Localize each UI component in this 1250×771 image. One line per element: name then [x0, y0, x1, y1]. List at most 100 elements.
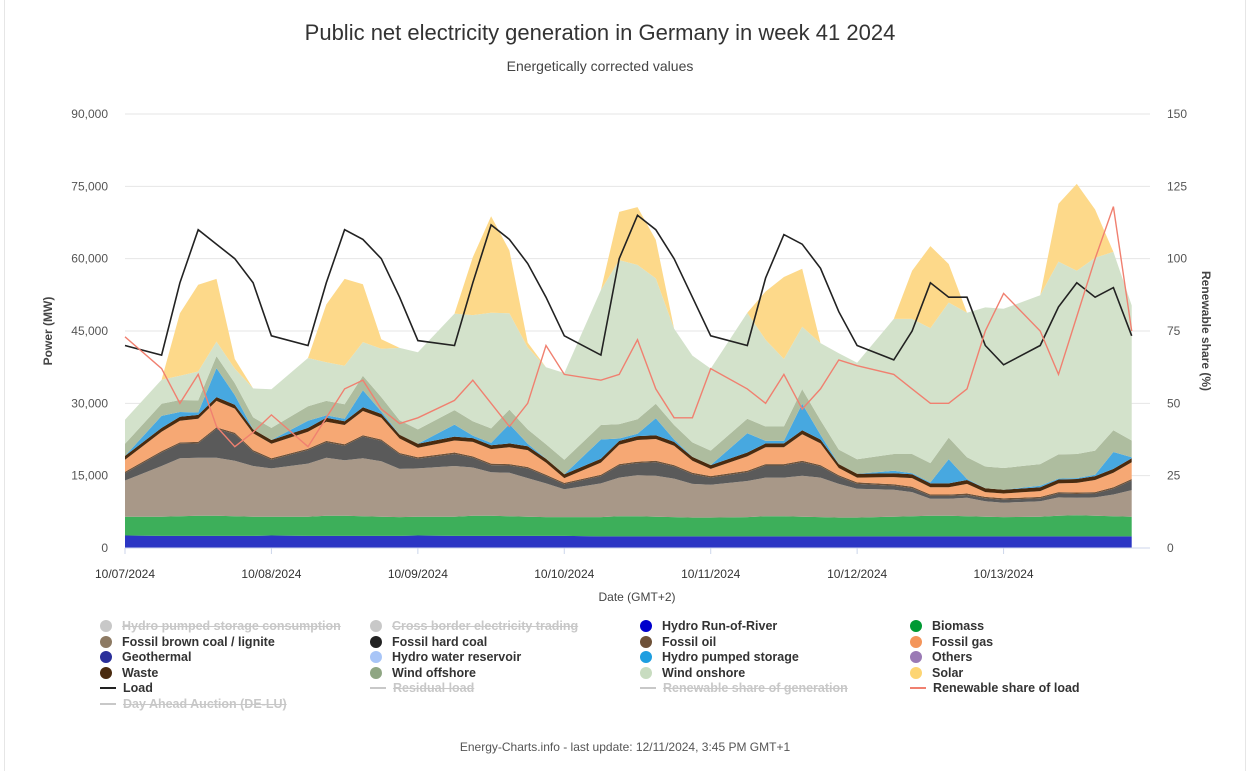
legend-label: Hydro pumped storage consumption [122, 619, 341, 633]
legend-marker-line [100, 687, 116, 689]
legend-label: Hydro Run-of-River [662, 619, 778, 633]
chart-title: Public net electricity generation in Ger… [304, 20, 896, 45]
legend-item-wind-offshore[interactable]: Wind offshore [370, 666, 476, 680]
area-fossil-hard-coal[interactable] [125, 428, 1132, 503]
legend-label: Geothermal [122, 650, 192, 664]
legend-item-hydro-pumped-storage-consumption[interactable]: Hydro pumped storage consumption [100, 619, 341, 633]
y2-axis-label: Renewable share (%) [1199, 271, 1213, 391]
legend-label: Fossil brown coal / lignite [122, 634, 275, 649]
legend-item-load[interactable]: Load [100, 681, 153, 695]
legend-label: Fossil gas [932, 634, 994, 649]
x-tick-label: 10/11/2024 [681, 567, 740, 581]
legend-item-hydro-run-of-river[interactable]: Hydro Run-of-River [640, 619, 777, 633]
legend-marker-line [640, 687, 656, 689]
legend-marker-dot [640, 620, 652, 632]
legend-label: Others [932, 650, 973, 664]
legend-marker-line [370, 687, 386, 689]
area-fossil-oil[interactable] [125, 427, 1132, 500]
area-wind-offshore[interactable] [125, 356, 1132, 490]
legend-item-fossil-gas[interactable]: Fossil gas [910, 635, 993, 649]
legend-marker-dot [910, 635, 922, 648]
area-fossil-gas[interactable] [125, 400, 1132, 499]
y-tick-label: 30,000 [71, 396, 108, 410]
legend-label: Cross border electricity trading [392, 619, 579, 633]
legend-item-others[interactable]: Others [910, 650, 972, 664]
legend-marker-dot [910, 666, 922, 679]
legend-item-cross-border-electricity-trading[interactable]: Cross border electricity trading [370, 619, 578, 633]
x-tick-label: 10/13/2024 [974, 567, 1034, 581]
y2-tick-label: 150 [1167, 107, 1187, 121]
legend-label: Renewable share of generation [663, 681, 848, 695]
legend-marker-dot [910, 651, 922, 663]
chart-subtitle: Energetically corrected values [506, 58, 694, 74]
y2-tick-label: 0 [1167, 541, 1174, 555]
legend-label: Wind offshore [392, 665, 476, 680]
legend-label: Fossil oil [662, 634, 717, 649]
legend-marker-dot [370, 620, 382, 632]
y-tick-label: 0 [101, 541, 108, 555]
line-renewable-share-of-load[interactable] [124, 206, 1133, 448]
legend-label: Hydro water reservoir [392, 650, 522, 664]
x-axis-label: Date (GMT+2) [598, 590, 675, 604]
legend-marker-dot [370, 666, 382, 679]
legend-item-fossil-brown-coal-lignite[interactable]: Fossil brown coal / lignite [100, 635, 275, 649]
y2-tick-label: 125 [1167, 179, 1187, 193]
y2-tick-label: 25 [1167, 469, 1181, 483]
legend-marker-dot [100, 666, 112, 679]
y-tick-label: 75,000 [71, 179, 108, 193]
line-series [124, 206, 1133, 448]
legend-label: Biomass [932, 619, 985, 633]
legend-label: Day Ahead Auction (DE-LU) [123, 696, 287, 711]
legend-marker-dot [100, 651, 112, 663]
legend-label: Fossil hard coal [392, 634, 488, 649]
area-solar[interactable] [125, 183, 1132, 420]
area-hydro-run-of-river[interactable] [125, 535, 1132, 549]
legend-label: Renewable share of load [933, 681, 1080, 695]
y2-tick-label: 50 [1167, 396, 1181, 410]
legend-label: Residual load [393, 681, 475, 695]
y2-tick-label: 100 [1167, 252, 1187, 266]
legend-label: Wind onshore [662, 665, 746, 680]
legend-label: Hydro pumped storage [662, 650, 799, 664]
x-tick-label: 10/07/2024 [95, 567, 155, 581]
legend-marker-dot [370, 635, 382, 648]
axes: 0 15,000 30,000 45,000 60,000 75,000 90,000 0 25… [71, 107, 1187, 581]
y-tick-label: 60,000 [71, 252, 108, 266]
legend-marker-dot [640, 635, 652, 648]
y-axis-label: Power (MW) [41, 297, 55, 366]
stacked-areas [125, 183, 1132, 549]
line-load[interactable] [124, 214, 1133, 366]
x-tick-label: 10/10/2024 [534, 567, 594, 581]
legend-marker-dot [910, 620, 922, 632]
legend-marker-dot [100, 620, 112, 632]
legend-item-fossil-oil[interactable]: Fossil oil [640, 635, 716, 649]
legend-marker-line [100, 702, 116, 705]
legend-item-geothermal[interactable]: Geothermal [100, 650, 191, 664]
chart-frame [4, 0, 1246, 771]
y-tick-label: 90,000 [71, 107, 108, 121]
area-fossil-brown-coal-lignite[interactable] [125, 457, 1132, 518]
legend-item-biomass[interactable]: Biomass [910, 619, 984, 633]
legend-item-renewable-share-of-generation[interactable]: Renewable share of generation [640, 681, 848, 695]
legend-item-hydro-water-reservoir[interactable]: Hydro water reservoir [370, 650, 521, 664]
y2-tick-label: 75 [1167, 324, 1181, 338]
y-tick-label: 15,000 [71, 469, 108, 483]
footer-note: Energy-Charts.info - last update: 12/11/… [459, 740, 791, 754]
legend-item-waste[interactable]: Waste [100, 666, 158, 680]
legend-item-hydro-pumped-storage[interactable]: Hydro pumped storage [640, 650, 799, 664]
legend-marker-dot [100, 635, 112, 648]
area-wind-onshore[interactable] [125, 251, 1132, 468]
legend-label: Waste [122, 665, 159, 680]
area-biomass[interactable] [125, 515, 1132, 537]
legend-item-residual-load[interactable]: Residual load [370, 681, 474, 695]
legend-item-renewable-share-of-load[interactable]: Renewable share of load [910, 681, 1080, 695]
legend-item-solar[interactable]: Solar [910, 666, 963, 680]
x-tick-label: 10/09/2024 [388, 567, 448, 581]
legend-item-wind-onshore[interactable]: Wind onshore [640, 666, 745, 680]
legend-item-fossil-hard-coal[interactable]: Fossil hard coal [370, 635, 487, 649]
legend-item-day-ahead-auction-de-lu[interactable]: Day Ahead Auction (DE-LU) [100, 697, 287, 711]
legend-label: Load [123, 681, 153, 695]
x-tick-label: 10/12/2024 [827, 567, 887, 581]
y-tick-label: 45,000 [71, 324, 108, 338]
